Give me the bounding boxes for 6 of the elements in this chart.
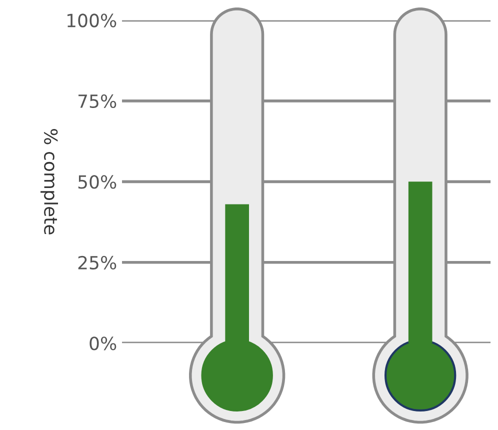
y-tick-label: 0% — [90, 336, 116, 350]
y-tick-label: 100% — [68, 14, 116, 28]
y-tick-label: 25% — [78, 256, 116, 270]
y-tick-label: 50% — [78, 175, 116, 189]
y-axis-title: % complete — [40, 129, 58, 234]
y-tick-label: 75% — [78, 94, 116, 108]
